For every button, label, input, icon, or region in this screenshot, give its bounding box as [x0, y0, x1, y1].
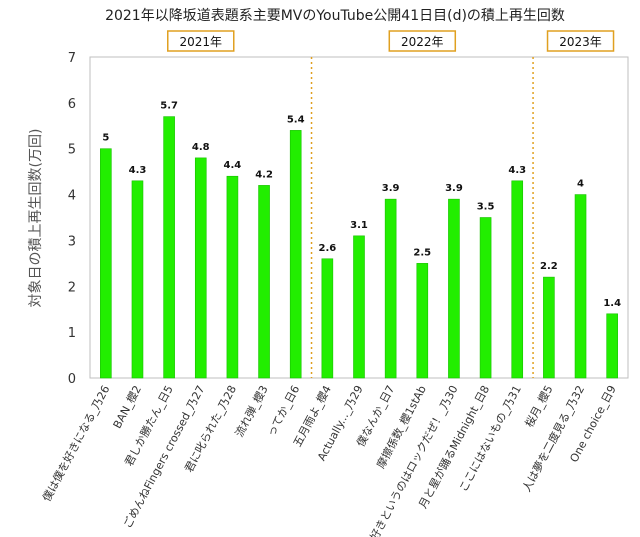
chart-title: 2021年以降坂道表題系主要MVのYouTube公開41日目(d)の積上再生回数	[105, 8, 565, 24]
bar	[448, 198, 460, 379]
y-axis-label: 対象日の積上再生回数(万回)	[28, 129, 44, 308]
y-tick-label: 3	[68, 234, 76, 249]
data-label: 5	[102, 133, 109, 144]
bar	[289, 130, 302, 379]
bar	[321, 258, 334, 379]
bar	[416, 263, 429, 379]
bar	[353, 235, 365, 379]
y-tick-label: 0	[68, 372, 76, 387]
bar	[131, 180, 144, 379]
y-tick-label: 7	[68, 51, 76, 66]
y-tick-label: 1	[68, 326, 76, 341]
data-label: 4.3	[129, 165, 147, 176]
data-label: 3.1	[350, 220, 368, 231]
bar	[384, 198, 397, 379]
x-tick-label: ここにはないもの_乃31	[457, 383, 524, 494]
data-label: 4.3	[508, 165, 526, 176]
bar	[543, 276, 555, 379]
data-label: 4.2	[255, 169, 273, 180]
data-label: 3.5	[477, 202, 495, 213]
x-tick-label: BAN_櫻2	[110, 383, 144, 431]
y-tick-label: 4	[68, 189, 76, 204]
y-tick-label: 6	[68, 97, 76, 112]
y-tick-label: 5	[68, 143, 76, 158]
year-label: 2023年	[559, 35, 602, 49]
data-label: 2.2	[540, 261, 558, 272]
data-label: 4	[577, 179, 584, 190]
data-label: 2.5	[413, 247, 431, 258]
data-label: 4.8	[192, 142, 210, 153]
bar	[479, 217, 492, 379]
year-label-box	[546, 30, 615, 52]
data-label: 3.9	[382, 183, 400, 194]
data-label: 4.4	[224, 160, 242, 171]
x-tick-label: 桜月_櫻5	[522, 383, 556, 430]
data-label: 2.6	[318, 243, 336, 254]
year-label: 2021年	[179, 35, 222, 49]
year-label: 2022年	[401, 35, 444, 49]
bar	[163, 116, 175, 379]
bar	[606, 313, 618, 379]
data-label: 5.4	[287, 114, 305, 125]
year-label-box	[167, 30, 235, 52]
data-label: 1.4	[603, 298, 621, 309]
bar	[574, 194, 587, 379]
y-tick-label: 2	[68, 280, 76, 295]
bar	[194, 157, 207, 379]
plot-area: 0 1 2 3 4 5 6 7 2021年 2022年 2023年 5 僕は僕を好きになる_乃26 4.3…	[39, 30, 629, 537]
bar	[100, 148, 112, 379]
bar	[226, 175, 239, 379]
bar	[258, 185, 270, 379]
year-label-box	[388, 30, 457, 52]
x-tick-label: 僕は僕を好きになる_乃26	[39, 383, 112, 504]
data-label: 3.9	[445, 183, 463, 194]
data-label: 5.7	[160, 101, 178, 112]
bar	[511, 180, 524, 379]
